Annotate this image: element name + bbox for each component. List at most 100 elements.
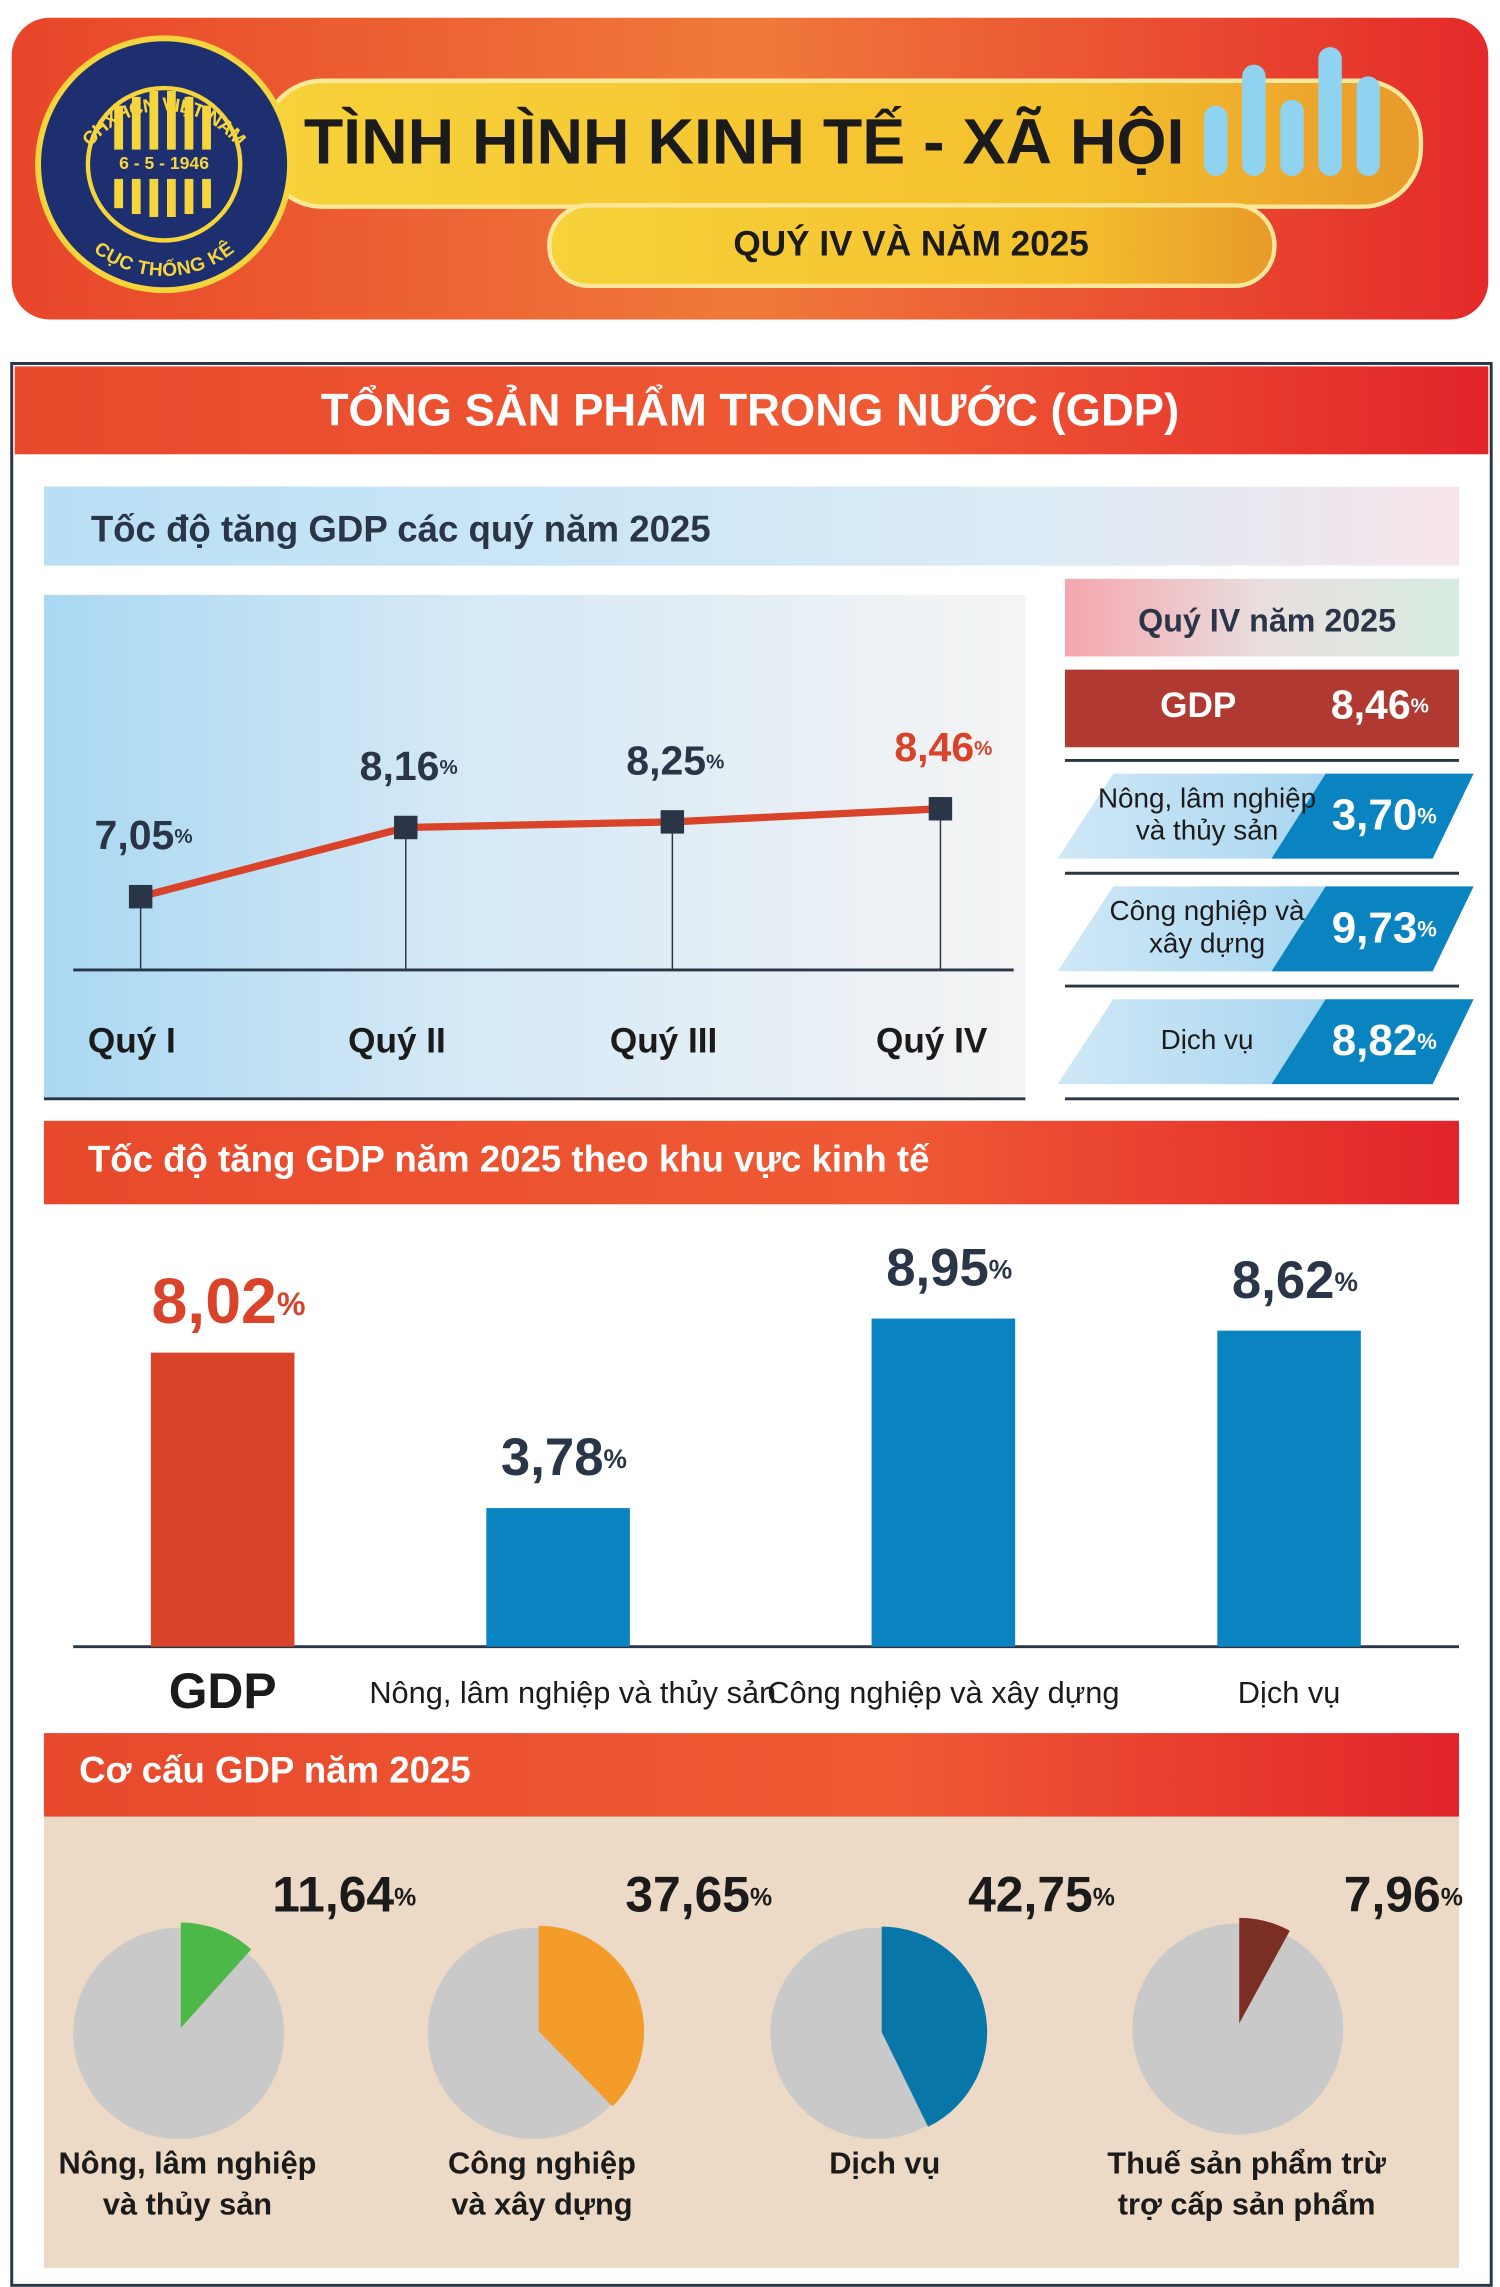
x-tick-label: Quý II bbox=[348, 1021, 446, 1060]
value-unit: % bbox=[174, 826, 192, 849]
bars-icon bbox=[1204, 47, 1380, 176]
x-tick-label: Quý IV bbox=[876, 1021, 988, 1060]
value-number: 8,82 bbox=[1332, 1016, 1418, 1065]
value-unit: % bbox=[1417, 803, 1437, 828]
value-number: 11,64 bbox=[272, 1867, 394, 1923]
value-number: 8,62 bbox=[1232, 1251, 1335, 1310]
value-number: 8,46 bbox=[1331, 682, 1411, 728]
marker bbox=[394, 815, 418, 840]
value-number: 8,25 bbox=[626, 737, 706, 783]
line-area bbox=[43, 594, 1026, 1099]
gdp-row bbox=[1064, 669, 1459, 748]
row-left bbox=[1057, 773, 1326, 859]
row-left bbox=[1057, 886, 1326, 972]
value-number: 8,95 bbox=[886, 1239, 989, 1298]
value-unit: % bbox=[1335, 1267, 1358, 1297]
x-tick-label: GDP bbox=[169, 1663, 277, 1719]
page-subtitle: QUÝ IV VÀ NĂM 2025 bbox=[733, 224, 1088, 264]
x-tick-label: Quý I bbox=[88, 1021, 176, 1060]
row-right bbox=[1271, 999, 1474, 1085]
value-number: 7,96 bbox=[1344, 1867, 1441, 1923]
pie-slice bbox=[881, 1926, 988, 2127]
value-unit: % bbox=[706, 751, 724, 774]
chart-title-bar bbox=[43, 1120, 1459, 1205]
row-label: Công nghiệp và bbox=[1110, 895, 1305, 926]
value-label: 8,46% bbox=[1331, 682, 1429, 728]
row-label: GDP bbox=[1160, 686, 1236, 725]
bar bbox=[871, 1318, 1016, 1647]
value-unit: % bbox=[1441, 1883, 1463, 1911]
row-right bbox=[1271, 886, 1474, 972]
pie-slice bbox=[538, 1925, 645, 2107]
value-number: 3,70 bbox=[1332, 790, 1418, 839]
chart-title-bar bbox=[43, 486, 1459, 566]
value-unit: % bbox=[1093, 1883, 1115, 1911]
value-number: 3,78 bbox=[501, 1428, 604, 1487]
pie-label: trợ cấp sản phẩm bbox=[1118, 2186, 1376, 2221]
logo-inner bbox=[85, 85, 243, 243]
value-label: 3,78% bbox=[501, 1428, 627, 1487]
pie-slice bbox=[180, 1922, 252, 2028]
value-label: 8,62% bbox=[1232, 1251, 1358, 1310]
bar bbox=[1217, 1330, 1361, 1647]
marker bbox=[928, 797, 953, 821]
marker bbox=[660, 810, 685, 834]
value-label: 8,82% bbox=[1332, 1016, 1437, 1065]
value-label: 8,95% bbox=[886, 1239, 1012, 1298]
chart-title: Cơ cấu GDP năm 2025 bbox=[79, 1749, 471, 1790]
x-tick-label: Quý III bbox=[610, 1021, 717, 1060]
value-label: 7,96% bbox=[1344, 1867, 1463, 1923]
bar bbox=[150, 1352, 295, 1647]
value-unit: % bbox=[750, 1883, 772, 1911]
value-unit: % bbox=[277, 1285, 306, 1321]
chart-title: Tốc độ tăng GDP năm 2025 theo khu vực ki… bbox=[88, 1138, 930, 1179]
x-tick-label: Dịch vụ bbox=[1238, 1675, 1341, 1710]
value-unit: % bbox=[604, 1444, 627, 1474]
pie-rest bbox=[73, 1927, 285, 2139]
value-unit: % bbox=[974, 738, 992, 761]
value-unit: % bbox=[1411, 695, 1429, 718]
page-title: TÌNH HÌNH KINH TẾ - XÃ HỘI bbox=[304, 105, 1185, 178]
row-label: Dịch vụ bbox=[1161, 1024, 1254, 1055]
pie-slice bbox=[1239, 1917, 1290, 2024]
value-number: 8,02 bbox=[151, 1265, 276, 1337]
value-label: 8,16% bbox=[360, 743, 458, 789]
pie-label: Thuế sản phẩm trừ bbox=[1107, 2145, 1386, 2180]
row-label: và thủy sản bbox=[1136, 815, 1278, 846]
line bbox=[139, 805, 941, 901]
pie-rest bbox=[1132, 1923, 1344, 2135]
pie-label: và thủy sản bbox=[103, 2186, 272, 2221]
value-label: 11,64% bbox=[272, 1867, 416, 1923]
row-right bbox=[1271, 773, 1474, 859]
logo-band bbox=[105, 149, 223, 179]
row-label: xây dựng bbox=[1149, 927, 1265, 958]
marker bbox=[128, 884, 153, 909]
chart-title: Tốc độ tăng GDP các quý năm 2025 bbox=[91, 509, 711, 550]
value-label: 8,02% bbox=[151, 1265, 305, 1337]
section-bar bbox=[14, 366, 1489, 455]
value-number: 42,75 bbox=[968, 1867, 1093, 1923]
value-number: 9,73 bbox=[1332, 903, 1418, 952]
value-label: 9,73% bbox=[1332, 903, 1437, 952]
value-number: 37,65 bbox=[625, 1867, 750, 1923]
bar bbox=[486, 1508, 630, 1647]
value-number: 8,46 bbox=[894, 724, 974, 770]
value-label: 8,46% bbox=[894, 724, 992, 770]
pie-label: Dịch vụ bbox=[829, 2145, 940, 2180]
x-tick-label: Nông, lâm nghiệp và thủy sản bbox=[369, 1675, 776, 1710]
value-unit: % bbox=[439, 756, 457, 779]
value-label: 37,65% bbox=[625, 1867, 772, 1923]
value-label: 42,75% bbox=[968, 1867, 1115, 1923]
value-number: 8,16 bbox=[360, 743, 440, 789]
value-unit: % bbox=[1417, 1029, 1437, 1054]
value-unit: % bbox=[394, 1883, 416, 1911]
row-left bbox=[1057, 999, 1326, 1085]
value-label: 7,05% bbox=[95, 812, 193, 858]
pie-label: Nông, lâm nghiệp bbox=[59, 2145, 317, 2180]
x-tick-label: Công nghiệp và xây dựng bbox=[767, 1675, 1119, 1710]
section-title: TỔNG SẢN PHẨM TRONG NƯỚC (GDP) bbox=[321, 383, 1179, 435]
pie-label: và xây dựng bbox=[451, 2186, 632, 2221]
logo-date: 6 - 5 - 1946 bbox=[119, 153, 209, 173]
